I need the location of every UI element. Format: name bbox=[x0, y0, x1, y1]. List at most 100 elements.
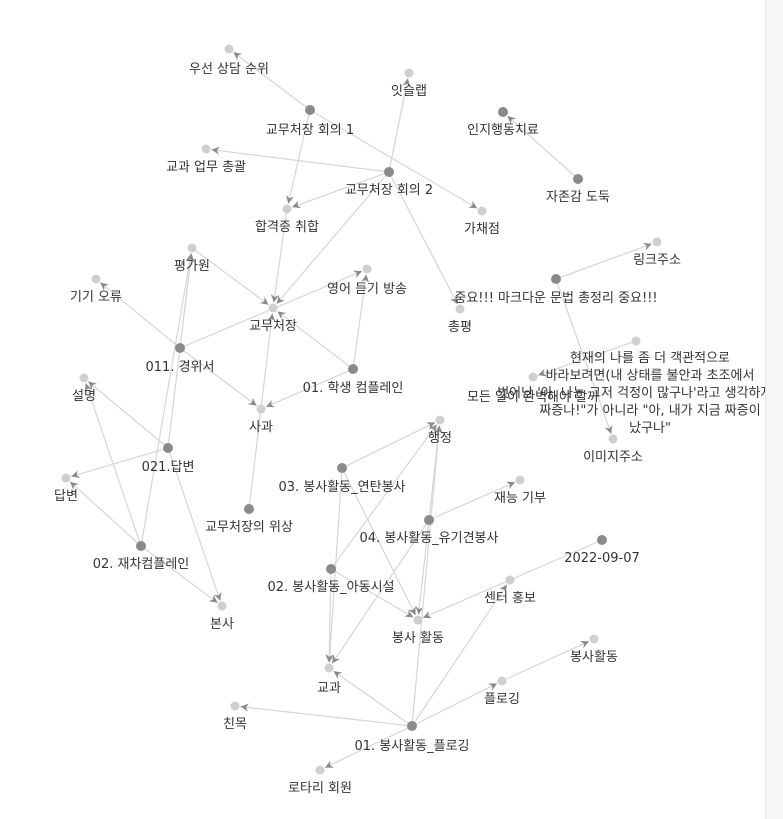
graph-node-021[interactable]: 021.답변 bbox=[142, 443, 195, 475]
node-dot[interactable] bbox=[505, 575, 515, 585]
node-dot[interactable] bbox=[201, 144, 211, 154]
graph-link-arrow bbox=[580, 640, 589, 649]
graph-node-modeun[interactable]: 모든 일이 완벽해야 할까 bbox=[467, 372, 599, 406]
node-dot[interactable] bbox=[384, 167, 394, 177]
node-dot[interactable] bbox=[305, 105, 315, 115]
graph-node-bonsa[interactable]: 본사 bbox=[210, 601, 234, 633]
node-dot[interactable] bbox=[407, 721, 417, 731]
node-dot[interactable] bbox=[217, 601, 227, 611]
graph-node-gyogwa[interactable]: 교과 bbox=[317, 663, 341, 697]
graph-node-dapbyeon[interactable]: 답변 bbox=[54, 473, 78, 505]
node-dot[interactable] bbox=[224, 44, 234, 54]
graph-node-wisang[interactable]: 교무처장의 위상 bbox=[205, 504, 293, 535]
node-dot[interactable] bbox=[498, 107, 508, 117]
node-dot[interactable] bbox=[477, 206, 487, 216]
graph-node-bongsa[interactable]: 봉사 활동 bbox=[392, 615, 444, 647]
graph-node-itsullab[interactable]: 잇슬랩 bbox=[391, 68, 427, 100]
node-label: 행정 bbox=[428, 430, 452, 446]
vertical-scrollbar[interactable] bbox=[765, 0, 783, 819]
graph-link-arrow bbox=[642, 242, 652, 251]
graph-node-hapgyeok[interactable]: 합격증 취합 bbox=[255, 204, 319, 236]
graph-node-jajon[interactable]: 자존감 도둑 bbox=[546, 174, 610, 205]
graph-link-arrow bbox=[434, 425, 443, 434]
graph-node-gigi[interactable]: 기기 오류 bbox=[70, 274, 122, 306]
graph-node-inji[interactable]: 인지행동치료 bbox=[467, 107, 539, 138]
node-dot[interactable] bbox=[268, 303, 278, 313]
graph-node-02adong[interactable]: 02. 봉사활동_아동시설 bbox=[268, 564, 395, 595]
graph-link bbox=[287, 109, 311, 204]
node-dot[interactable] bbox=[256, 404, 266, 414]
graph-node-seolmyeong[interactable]: 설명 bbox=[72, 373, 96, 405]
node-dot[interactable] bbox=[608, 434, 618, 444]
graph-node-hyeonjae[interactable]: 현재의 나를 좀 더 객관적으로 바라보려면(내 상태를 불안과 초조에서 벗어난 … bbox=[497, 336, 765, 437]
graph-node-gachaejeom[interactable]: 가채점 bbox=[464, 206, 500, 238]
node-dot[interactable] bbox=[187, 243, 197, 253]
graph-node-bongsa2[interactable]: 봉사활동 bbox=[570, 634, 618, 666]
graph-link bbox=[411, 682, 498, 727]
graph-node-english[interactable]: 영어 듣기 방송 bbox=[327, 264, 407, 298]
graph-node-haengjeong[interactable]: 행정 bbox=[428, 415, 452, 447]
node-dot[interactable] bbox=[424, 515, 434, 525]
node-dot[interactable] bbox=[326, 564, 336, 574]
node-dot[interactable] bbox=[631, 336, 641, 346]
graph-link-arrow bbox=[276, 295, 285, 304]
graph-node-gyomu2[interactable]: 교무처장 회의 2 bbox=[345, 167, 433, 198]
graph-node-01bongsa[interactable]: 01. 봉사활동_플로깅 bbox=[354, 721, 470, 754]
graph-node-plogging[interactable]: 플로깅 bbox=[484, 676, 520, 708]
graph-node-jaeneung[interactable]: 재능 기부 bbox=[494, 475, 546, 507]
node-label: 기기 오류 bbox=[70, 290, 122, 305]
graph-node-link[interactable]: 링크주소 bbox=[633, 237, 681, 269]
node-dot[interactable] bbox=[528, 372, 538, 382]
node-dot[interactable] bbox=[282, 204, 292, 214]
node-dot[interactable] bbox=[497, 676, 507, 686]
node-dot[interactable] bbox=[348, 364, 358, 374]
graph-node-gyomu1[interactable]: 교무처장 회의 1 bbox=[266, 105, 354, 138]
graph-node-pyeongga[interactable]: 평가원 bbox=[174, 243, 210, 275]
node-dot[interactable] bbox=[79, 373, 89, 383]
node-dot[interactable] bbox=[61, 473, 71, 483]
node-dot[interactable] bbox=[163, 443, 173, 453]
graph-node-03[interactable]: 03. 봉사활동_연탄봉사 bbox=[279, 463, 406, 495]
node-dot[interactable] bbox=[91, 274, 101, 284]
graph-node-date[interactable]: 2022-09-07 bbox=[564, 535, 640, 566]
node-dot[interactable] bbox=[589, 634, 599, 644]
node-dot[interactable] bbox=[404, 68, 414, 78]
node-label: 교무처장 회의 2 bbox=[345, 183, 433, 198]
graph-link bbox=[211, 149, 390, 173]
graph-link-arrow bbox=[353, 270, 362, 278]
node-dot[interactable] bbox=[597, 535, 607, 545]
graph-node-chinmok[interactable]: 친목 bbox=[223, 701, 247, 733]
node-dot[interactable] bbox=[413, 615, 423, 625]
graph-link-arrow bbox=[259, 296, 269, 305]
graph-node-rotary[interactable]: 로타리 회원 bbox=[288, 765, 352, 797]
node-dot[interactable] bbox=[435, 415, 445, 425]
node-dot[interactable] bbox=[573, 174, 583, 184]
node-dot[interactable] bbox=[455, 304, 465, 314]
node-label: 01. 봉사활동_플로깅 bbox=[354, 739, 469, 754]
node-dot[interactable] bbox=[175, 343, 185, 353]
graph-node-wooseon[interactable]: 우선 상담 순위 bbox=[189, 44, 269, 78]
graph-node-02jaecha[interactable]: 02. 재차컴플레인 bbox=[93, 541, 190, 572]
node-dot[interactable] bbox=[515, 475, 525, 485]
graph-node-sagwa[interactable]: 사과 bbox=[249, 404, 273, 436]
graph-node-011[interactable]: 011. 경위서 bbox=[146, 343, 215, 375]
node-dot[interactable] bbox=[362, 264, 372, 274]
graph-node-01hak[interactable]: 01. 학생 컴플레인 bbox=[303, 364, 404, 396]
graph-node-markdown[interactable]: 중요!!! 마크다운 문법 총정리 중요!!! bbox=[454, 274, 658, 306]
graph-node-gyomucheojang[interactable]: 교무처장 bbox=[249, 303, 297, 335]
node-dot[interactable] bbox=[652, 237, 662, 247]
node-dot[interactable] bbox=[230, 701, 240, 711]
node-dot[interactable] bbox=[551, 274, 561, 284]
node-dot[interactable] bbox=[315, 765, 325, 775]
graph-node-chongpyeong[interactable]: 총평 bbox=[448, 304, 472, 336]
node-dot[interactable] bbox=[244, 504, 254, 514]
node-dot[interactable] bbox=[324, 663, 334, 673]
node-dot[interactable] bbox=[337, 463, 347, 473]
node-dot[interactable] bbox=[136, 541, 146, 551]
graph-node-04[interactable]: 04. 봉사활동_유기견봉사 bbox=[360, 515, 499, 546]
graph-node-gyogwa-upmu[interactable]: 교과 업무 총괄 bbox=[166, 144, 246, 176]
graph-node-image[interactable]: 이미지주소 bbox=[583, 434, 643, 466]
graph-node-center[interactable]: 센터 홍보 bbox=[484, 575, 536, 607]
